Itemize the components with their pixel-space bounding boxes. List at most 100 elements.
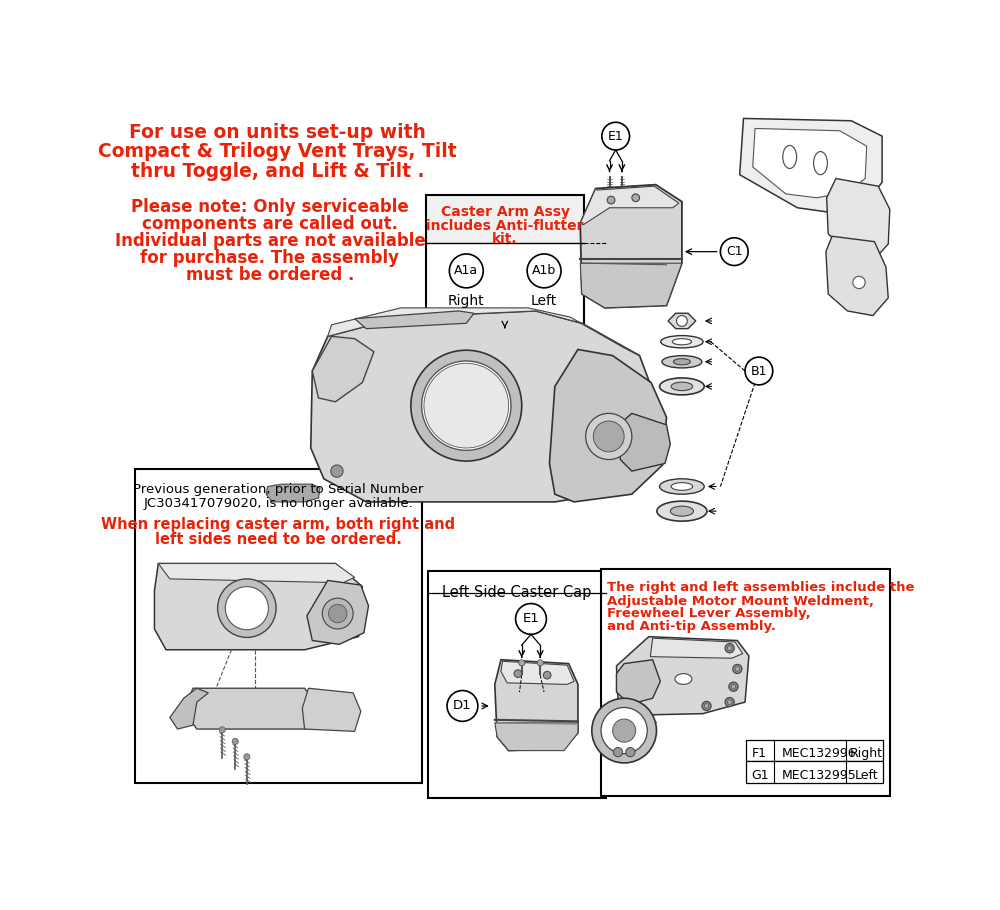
Text: Please note: Only serviceable: Please note: Only serviceable: [131, 197, 409, 216]
Text: Right: Right: [448, 294, 485, 308]
Text: A1b: A1b: [532, 265, 556, 278]
Ellipse shape: [673, 359, 690, 365]
Text: F1: F1: [752, 747, 767, 760]
Ellipse shape: [675, 673, 692, 684]
Polygon shape: [740, 118, 882, 213]
Bar: [601, 569, 890, 796]
Text: When replacing caster arm, both right and: When replacing caster arm, both right an…: [101, 517, 455, 531]
Polygon shape: [302, 688, 361, 732]
Ellipse shape: [672, 339, 692, 345]
Circle shape: [593, 421, 624, 452]
Circle shape: [745, 357, 773, 385]
Text: Adjustable Motor Mount Weldment,: Adjustable Motor Mount Weldment,: [607, 595, 874, 608]
Ellipse shape: [661, 336, 703, 348]
Text: G1: G1: [751, 769, 768, 782]
Circle shape: [537, 660, 543, 666]
Polygon shape: [826, 237, 888, 316]
Ellipse shape: [783, 146, 797, 168]
Circle shape: [516, 603, 546, 634]
Polygon shape: [312, 337, 374, 402]
Text: E1: E1: [523, 612, 539, 625]
Circle shape: [422, 361, 511, 450]
Ellipse shape: [814, 152, 827, 175]
Text: For use on units set-up with: For use on units set-up with: [129, 123, 426, 142]
Text: Left: Left: [855, 769, 879, 782]
Text: Individual parts are not available: Individual parts are not available: [115, 232, 425, 250]
Circle shape: [613, 719, 636, 743]
Circle shape: [232, 738, 238, 744]
Polygon shape: [753, 128, 867, 197]
Polygon shape: [668, 313, 696, 329]
Circle shape: [720, 238, 748, 266]
Polygon shape: [580, 263, 682, 308]
Circle shape: [704, 703, 709, 708]
Circle shape: [322, 598, 353, 629]
Circle shape: [607, 197, 615, 204]
Polygon shape: [311, 311, 651, 502]
Text: left sides need to be ordered.: left sides need to be ordered.: [155, 532, 402, 547]
Text: MEC132995: MEC132995: [782, 769, 856, 782]
Polygon shape: [158, 563, 355, 582]
Circle shape: [677, 316, 687, 327]
Circle shape: [543, 672, 551, 679]
Polygon shape: [580, 185, 682, 308]
Text: D1: D1: [453, 700, 472, 713]
Circle shape: [725, 697, 734, 707]
Text: B1: B1: [751, 365, 767, 378]
Text: Freewheel Lever Assembly,: Freewheel Lever Assembly,: [607, 607, 811, 621]
Circle shape: [602, 122, 630, 150]
Text: thru Toggle, and Lift & Tilt .: thru Toggle, and Lift & Tilt .: [131, 162, 424, 180]
Text: Caster Arm Assy: Caster Arm Assy: [441, 205, 570, 218]
Text: The right and left assemblies include the: The right and left assemblies include th…: [607, 581, 915, 594]
Circle shape: [731, 684, 736, 689]
Circle shape: [733, 664, 742, 673]
Ellipse shape: [657, 501, 707, 521]
Circle shape: [727, 700, 732, 704]
Circle shape: [449, 254, 483, 288]
Circle shape: [592, 698, 656, 763]
Text: A1a: A1a: [454, 265, 478, 278]
Circle shape: [586, 413, 632, 460]
Text: components are called out.: components are called out.: [142, 216, 398, 234]
Text: MEC132996: MEC132996: [782, 747, 856, 760]
Polygon shape: [616, 660, 660, 704]
Text: must be ordered .: must be ordered .: [186, 267, 354, 284]
Polygon shape: [154, 563, 362, 650]
Circle shape: [514, 670, 522, 677]
Ellipse shape: [662, 356, 702, 368]
Circle shape: [328, 604, 347, 622]
Circle shape: [725, 643, 734, 652]
Circle shape: [601, 707, 647, 753]
Circle shape: [632, 194, 640, 202]
Text: JC303417079020, is no longer available.: JC303417079020, is no longer available.: [144, 497, 413, 510]
Text: and Anti-tip Assembly.: and Anti-tip Assembly.: [607, 620, 776, 632]
Circle shape: [613, 747, 623, 757]
Circle shape: [702, 702, 711, 711]
Text: Left Side Caster Cap: Left Side Caster Cap: [442, 585, 592, 600]
Polygon shape: [307, 581, 369, 644]
Circle shape: [244, 753, 250, 760]
Circle shape: [727, 646, 732, 651]
Text: Compact & Trilogy Vent Trays, Tilt: Compact & Trilogy Vent Trays, Tilt: [98, 142, 457, 161]
Bar: [426, 196, 584, 328]
Ellipse shape: [671, 382, 693, 390]
Text: Previous generation, prior to Serial Number: Previous generation, prior to Serial Num…: [133, 482, 424, 496]
Text: Left: Left: [531, 294, 557, 308]
Polygon shape: [827, 178, 890, 259]
Circle shape: [424, 363, 509, 448]
Circle shape: [729, 682, 738, 692]
Polygon shape: [616, 637, 749, 715]
Text: E1: E1: [608, 129, 624, 143]
Circle shape: [218, 579, 276, 637]
Text: for purchase. The assembly: for purchase. The assembly: [140, 249, 399, 268]
Text: C1: C1: [726, 245, 743, 258]
Circle shape: [735, 667, 740, 672]
Circle shape: [519, 660, 525, 666]
Polygon shape: [619, 413, 670, 471]
Polygon shape: [495, 660, 578, 751]
Polygon shape: [184, 688, 320, 729]
Circle shape: [331, 465, 343, 477]
Polygon shape: [632, 703, 656, 723]
Bar: [426, 196, 584, 243]
Polygon shape: [328, 308, 640, 356]
